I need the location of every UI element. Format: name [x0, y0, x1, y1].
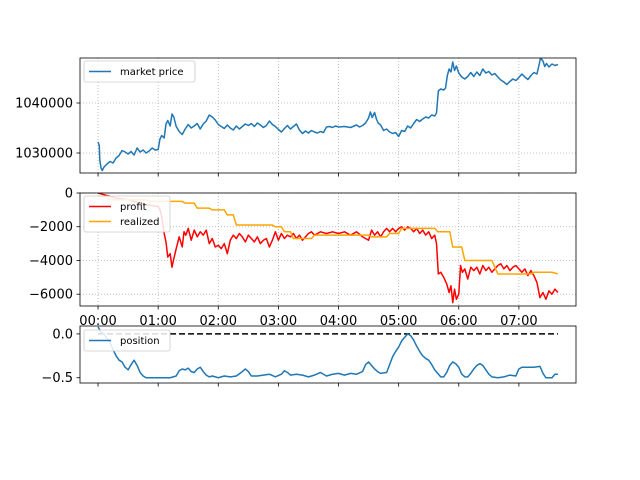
- x-tick-label: 04:00: [320, 314, 357, 329]
- x-tick-label: 01:00: [139, 314, 176, 329]
- legend-box: [83, 60, 196, 83]
- x-tick-label: 05:00: [380, 314, 417, 329]
- y-tick-label: 1030000: [15, 147, 73, 162]
- legend-box: [83, 195, 171, 233]
- series-line-profit: [97, 193, 559, 304]
- series-line-market-price: [97, 58, 559, 172]
- y-tick-label: 1040000: [15, 97, 73, 112]
- series-line-realized: [98, 195, 559, 275]
- legend: market price: [83, 60, 196, 83]
- x-tick-label: 06:00: [440, 314, 477, 329]
- y-tick-label: −0.5: [41, 371, 73, 386]
- legend-label: realized: [120, 217, 159, 228]
- profit-realized-panel: 00:00 01:00 02:00 03:00 04:00 05:00 06:00 07:00…: [29, 187, 577, 329]
- legend: position: [83, 329, 171, 352]
- y-tick-label: 0: [65, 187, 73, 202]
- y-tick-label: −4000: [29, 254, 73, 269]
- y-tick-label: −6000: [29, 288, 73, 303]
- x-tick-label: 00:00: [79, 314, 116, 329]
- legend-label: market price: [120, 67, 184, 78]
- legend-box: [83, 329, 171, 352]
- axes-frame: [79, 57, 577, 174]
- axes-frame: [79, 192, 577, 307]
- legend: profit realized: [83, 195, 171, 233]
- legend-label: position: [120, 336, 160, 347]
- axes-frame: [79, 325, 577, 384]
- x-tick-label: 03:00: [260, 314, 297, 329]
- position-panel: −0.5 0.0 position: [41, 325, 577, 387]
- x-tick-label: 07:00: [500, 314, 537, 329]
- y-tick-label: −2000: [29, 220, 73, 235]
- legend-label: profit: [120, 202, 147, 213]
- market-price-panel: 1030000 1040000 market price: [15, 57, 577, 177]
- series-line-position: [97, 326, 558, 379]
- y-tick-label: 0.0: [52, 327, 73, 342]
- x-tick-label: 02:00: [200, 314, 237, 329]
